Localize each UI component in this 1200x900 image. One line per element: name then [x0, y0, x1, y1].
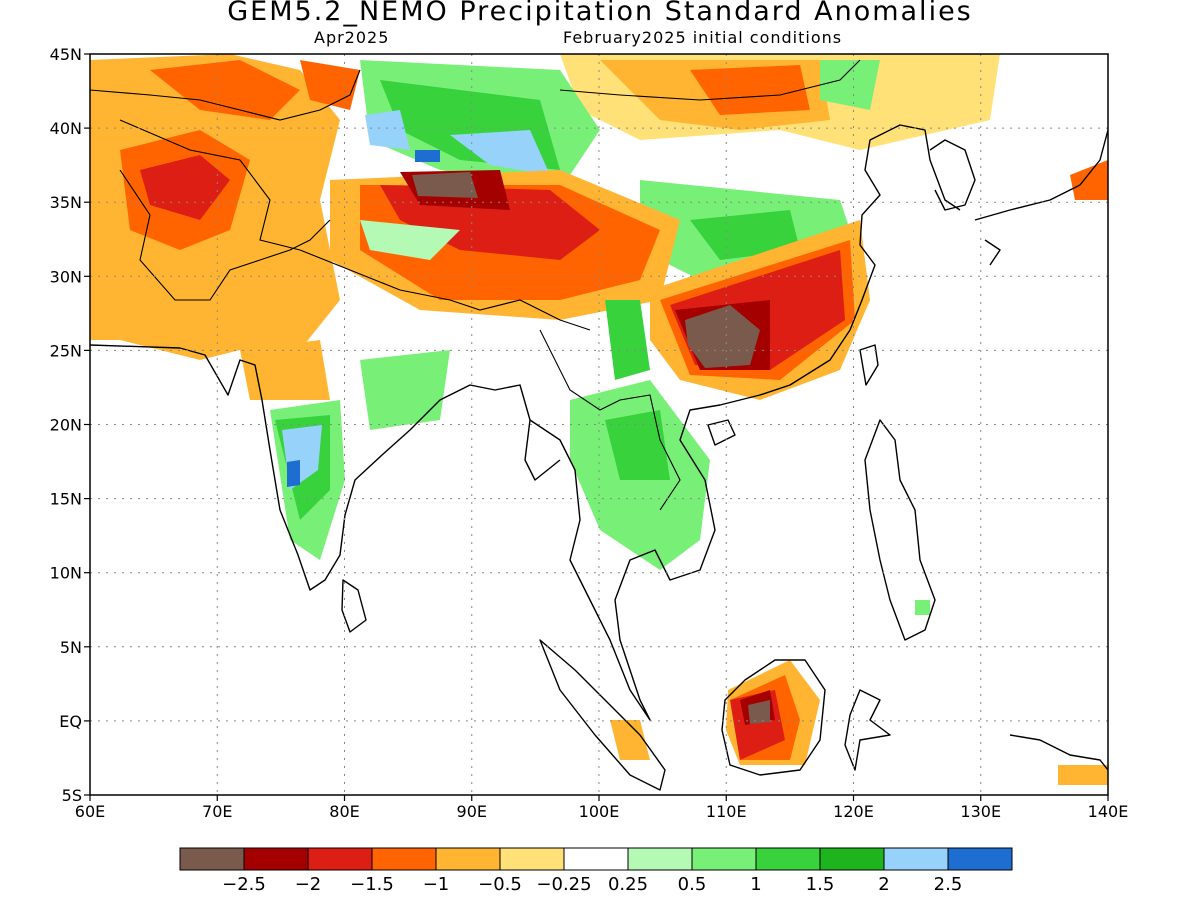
colorbar-swatch: [691, 847, 757, 871]
coastline-sulawesi: [844, 689, 891, 771]
border-mongolia-china: [559, 59, 861, 101]
colorbar: −2.5 −2 −1.5 −1 −0.5 −0.25 0.25 0.5 1 1.5 2 2.5: [179, 847, 1013, 895]
grid-lines: [90, 54, 1108, 795]
colorbar-swatch: [435, 847, 501, 871]
coastline-arabia-india: [90, 344, 561, 591]
x-tick-label: 140E: [1088, 802, 1129, 821]
y-tick-label: 25N: [50, 341, 82, 360]
y-tick-label: 40N: [50, 119, 82, 138]
map-title: GEM5.2_NEMO Precipitation Standard Anoma…: [227, 0, 973, 27]
colorbar-swatch: [883, 847, 949, 871]
y-tick-label: 15N: [50, 490, 82, 509]
colorbar-label: −2: [295, 874, 322, 895]
anomaly-wet-philippines: [915, 600, 930, 615]
anomaly-dry-japan: [1070, 160, 1108, 200]
colorbar-swatch: [499, 847, 565, 871]
anomaly-dry-west-strong: [140, 155, 230, 220]
border-central-asia: [90, 69, 361, 251]
anomaly-wet-tarim-core: [415, 150, 440, 162]
anomaly-dry-new-guinea: [1058, 765, 1108, 785]
x-tick-label: 60E: [75, 802, 105, 821]
colorbar-label: −1.5: [350, 874, 394, 895]
coastlines: [90, 124, 1108, 791]
anomaly-wet-tibet-gap: [360, 220, 460, 260]
coastline-new-guinea: [1009, 734, 1108, 771]
latitude-axis: 45N 40N 35N 30N 25N 20N 15N 10N 5N EQ 5S: [50, 45, 90, 805]
y-tick-label: 45N: [50, 45, 82, 64]
anomaly-wet-east-china-moderate: [690, 210, 800, 260]
border-himalaya: [299, 249, 591, 331]
colorbar-label: −2.5: [222, 874, 266, 895]
colorbar-label: −0.25: [536, 874, 591, 895]
colorbar-swatch: [627, 847, 693, 871]
x-tick-label: 70E: [202, 802, 232, 821]
x-tick-label: 120E: [833, 802, 874, 821]
anomaly-dry-borneo-core: [748, 700, 770, 724]
coastline-sri-lanka: [341, 579, 367, 633]
y-tick-label: 20N: [50, 416, 82, 435]
x-tick-label: 100E: [579, 802, 620, 821]
x-tick-label: 130E: [960, 802, 1001, 821]
coastline-hainan: [707, 419, 736, 446]
anomaly-dry-south-china-core: [685, 305, 760, 368]
anomaly-dry-westnorth: [150, 60, 300, 120]
anomaly-dry-india-north: [240, 340, 330, 400]
anomaly-wet-indochina-core: [605, 410, 670, 480]
colorbar-label: −0.5: [478, 874, 522, 895]
coastline-indochina: [529, 124, 961, 721]
colorbar-swatch: [563, 847, 629, 871]
borders: [90, 59, 861, 511]
colorbar-swatch: [755, 847, 821, 871]
coastline-taiwan: [859, 344, 879, 386]
anomaly-wet-indochina-moderate: [605, 300, 650, 380]
coastline-japan: [974, 129, 1108, 266]
y-tick-label: 30N: [50, 267, 82, 286]
coastline-korea: [929, 139, 976, 211]
anomaly-dry-tibet-core: [412, 172, 478, 198]
anomaly-dry-mongolia-moderate: [690, 65, 810, 115]
colorbar-label: 2: [878, 874, 889, 895]
anomaly-wet-tarim: [450, 130, 550, 175]
coastline-philippines: [864, 419, 936, 641]
colorbar-label: −1: [423, 874, 450, 895]
coastline-sumatra: [539, 639, 666, 791]
border-myanmar-thailand: [539, 329, 681, 511]
colorbar-label: 1.5: [806, 874, 835, 895]
x-tick-label: 80E: [329, 802, 359, 821]
longitude-axis: 60E 70E 80E 90E 100E 110E 120E 130E 140E: [75, 795, 1129, 821]
anomaly-wet-india-core: [287, 460, 300, 487]
x-tick-label: 110E: [706, 802, 747, 821]
colorbar-label: 1: [750, 874, 761, 895]
colorbar-swatch: [243, 847, 309, 871]
forecast-month: Apr2025: [314, 28, 390, 47]
y-tick-label: EQ: [59, 712, 82, 731]
anomaly-dry-sumatra: [610, 720, 650, 760]
coastline-borneo: [721, 659, 826, 776]
initial-conditions: February2025 initial conditions: [563, 28, 843, 47]
y-tick-label: 35N: [50, 193, 82, 212]
y-tick-label: 5S: [62, 786, 82, 805]
colorbar-label: 0.5: [678, 874, 707, 895]
colorbar-swatch: [947, 847, 1013, 871]
colorbar-label: 0.25: [608, 874, 648, 895]
y-tick-label: 5N: [60, 638, 82, 657]
colorbar-swatch: [307, 847, 373, 871]
y-tick-label: 10N: [50, 564, 82, 583]
anomaly-wet-manchuria: [820, 60, 880, 110]
x-tick-label: 90E: [457, 802, 487, 821]
anomaly-wet-north-strong: [365, 110, 410, 150]
colorbar-swatch: [819, 847, 885, 871]
colorbar-label: 2.5: [934, 874, 963, 895]
anomaly-field: [90, 54, 1108, 785]
anomaly-wet-bangladesh: [360, 350, 450, 430]
border-iran-afghanistan: [119, 169, 331, 301]
colorbar-swatch: [179, 847, 245, 871]
colorbar-swatch: [371, 847, 437, 871]
